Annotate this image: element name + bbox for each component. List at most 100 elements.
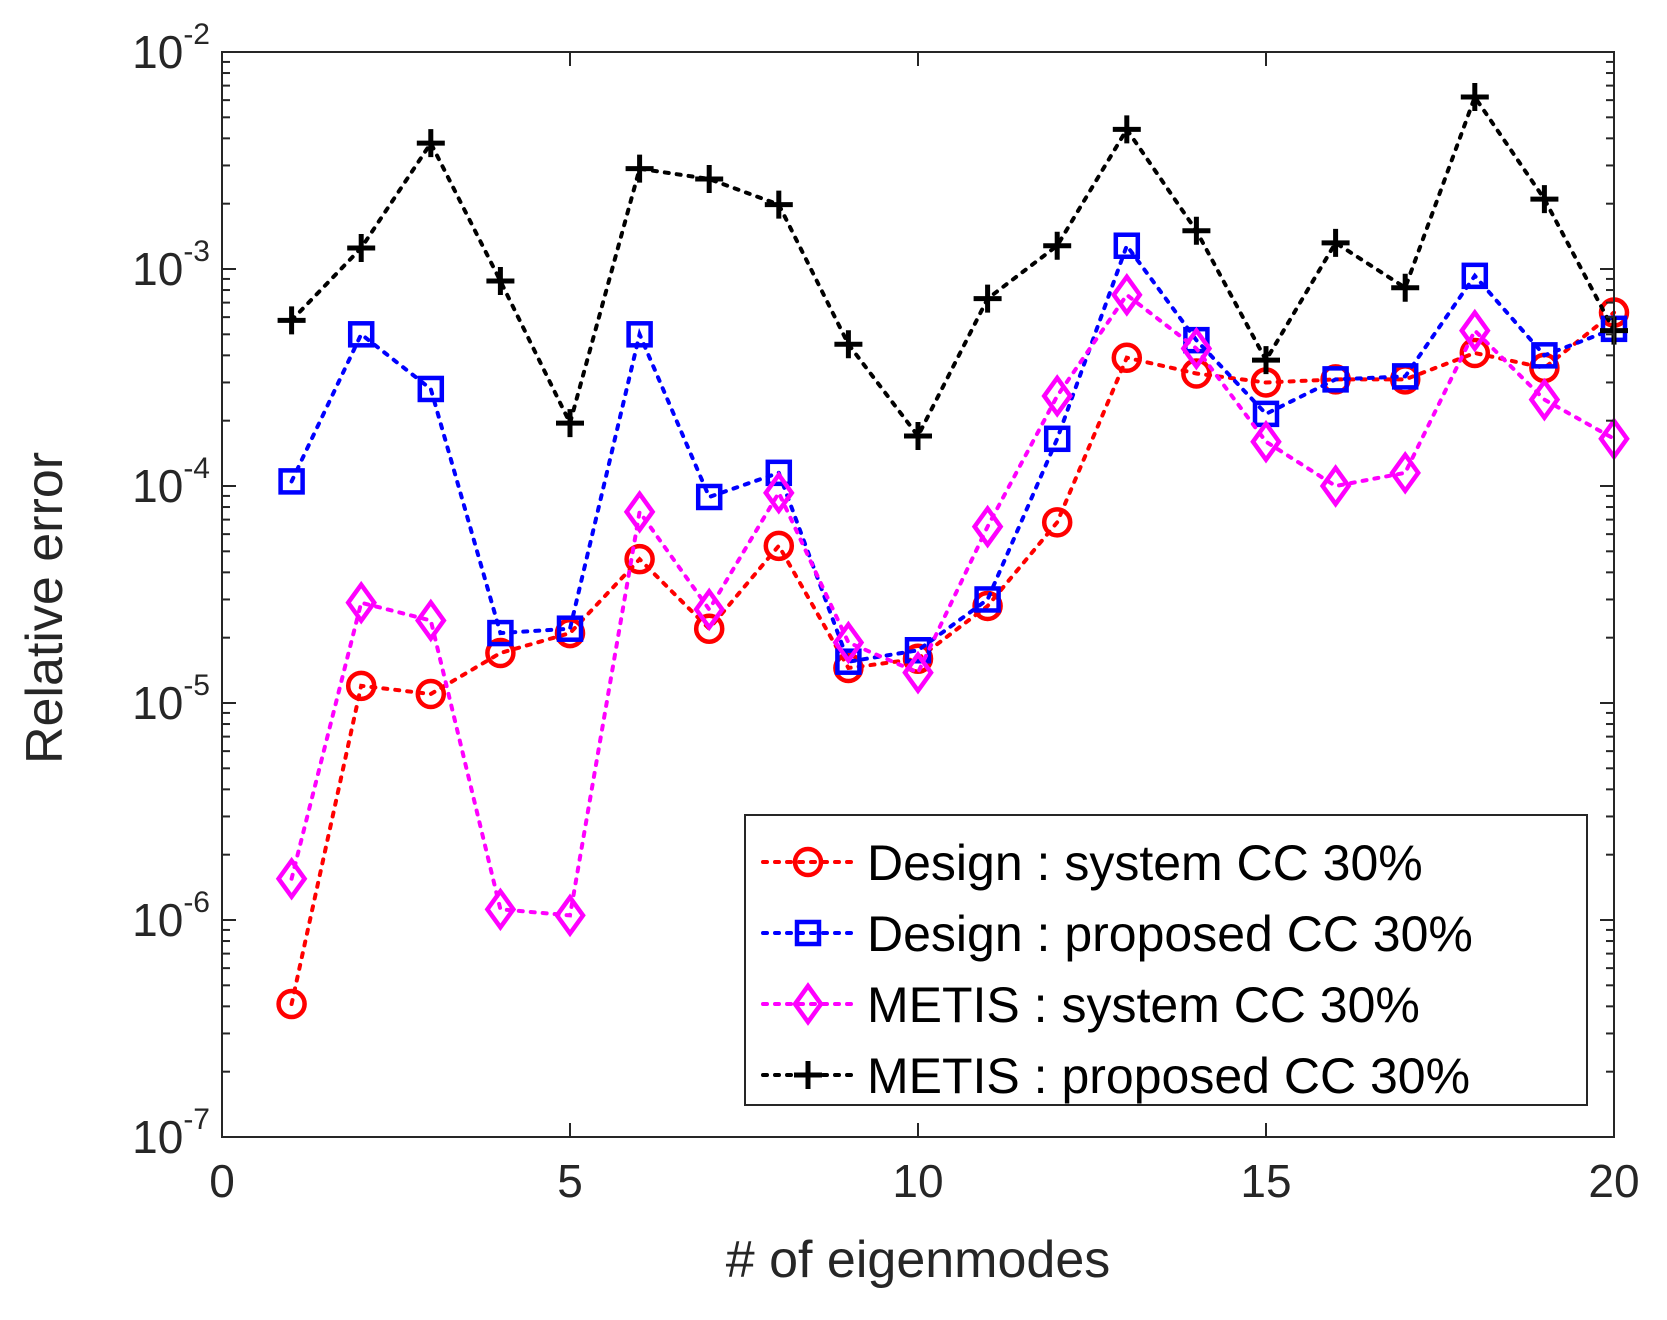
data-point	[1041, 507, 1073, 538]
x-axis-label: # of eigenmodes	[726, 1231, 1111, 1289]
legend-label: Design : proposed CC 30%	[867, 906, 1473, 962]
data-point	[1180, 326, 1213, 371]
y-tick-label: 10-7	[132, 1103, 210, 1163]
data-point	[904, 421, 932, 450]
data-point	[1111, 273, 1143, 317]
series-4	[277, 83, 1628, 450]
data-point	[1530, 185, 1559, 214]
data-point	[693, 613, 725, 644]
data-point	[625, 154, 654, 183]
data-point	[1321, 228, 1350, 257]
data-point	[1250, 419, 1282, 464]
data-point	[763, 530, 795, 562]
data-point	[345, 670, 377, 702]
series-line	[289, 92, 1616, 440]
data-point	[624, 543, 655, 575]
data-point	[1389, 450, 1421, 495]
data-point	[1182, 216, 1211, 245]
series-2	[278, 232, 1628, 675]
data-point	[835, 648, 862, 675]
data-point	[275, 856, 308, 901]
data-point	[1043, 231, 1072, 260]
data-point	[416, 129, 445, 158]
data-point	[1113, 232, 1141, 259]
data-point	[485, 637, 516, 669]
data-point	[1041, 374, 1073, 418]
data-point	[1043, 425, 1071, 453]
legend-marker	[792, 982, 824, 1026]
data-point	[834, 330, 863, 359]
y-tick-label: 10-3	[132, 235, 210, 295]
data-point	[278, 468, 305, 495]
legend-label: METIS : system CC 30%	[867, 977, 1420, 1033]
y-tick-label: 10-5	[132, 669, 210, 729]
legend: Design : system CC 30% Design : proposed …	[744, 814, 1588, 1106]
x-tick-label: 5	[557, 1155, 583, 1207]
data-point	[347, 321, 375, 348]
x-tick-label: 0	[209, 1155, 235, 1207]
legend-entry: METIS : proposed CC 30%	[761, 1048, 1470, 1104]
data-point	[695, 483, 723, 511]
data-point	[1391, 363, 1419, 390]
legend-entry: METIS : system CC 30%	[761, 977, 1420, 1033]
legend-marker	[792, 846, 824, 878]
data-point	[1322, 366, 1349, 393]
legend-marker	[794, 919, 822, 947]
data-point	[417, 375, 445, 403]
data-point	[974, 586, 1001, 613]
data-point	[971, 504, 1004, 549]
data-point	[1459, 337, 1491, 369]
data-point	[276, 988, 307, 1020]
legend-entry: Design : system CC 30%	[761, 835, 1423, 891]
data-point	[1528, 377, 1561, 422]
series-layer	[275, 83, 1630, 1020]
data-point	[693, 587, 725, 632]
x-tick-label: 15	[1240, 1155, 1291, 1207]
data-point	[623, 490, 656, 534]
legend-entry: Design : proposed CC 30%	[761, 906, 1473, 962]
data-point	[1181, 358, 1212, 389]
data-point	[1459, 308, 1491, 353]
data-point	[556, 615, 584, 642]
data-point	[277, 306, 306, 335]
data-point	[902, 650, 934, 695]
data-point	[765, 459, 793, 487]
x-tick-label: 20	[1588, 1155, 1639, 1207]
data-point	[764, 190, 793, 219]
data-point	[1531, 342, 1558, 369]
data-point	[1391, 273, 1420, 302]
x-tick-label: 10	[892, 1155, 943, 1207]
ticks-layer: 0 5 10 15 20 10-7 10-6 10-5 10-4 10-3 10-2	[132, 18, 1639, 1207]
legend-label: METIS : proposed CC 30%	[867, 1048, 1470, 1104]
data-point	[1460, 83, 1489, 112]
data-point	[554, 893, 586, 938]
data-point	[484, 887, 517, 932]
y-tick-label: 10-6	[132, 886, 210, 946]
data-point	[486, 267, 515, 296]
data-point	[626, 321, 653, 348]
data-point	[695, 164, 724, 193]
data-point	[1111, 342, 1143, 373]
data-point	[1319, 464, 1352, 508]
data-point	[832, 620, 865, 665]
legend-label: Design : system CC 30%	[867, 835, 1423, 891]
data-point	[763, 470, 795, 515]
y-tick-label: 10-4	[132, 452, 210, 512]
y-axis-label: Relative error	[16, 452, 74, 764]
data-point	[1461, 262, 1489, 290]
legend-marker	[794, 1061, 822, 1089]
y-tick-label: 10-2	[132, 18, 210, 78]
data-point	[1112, 115, 1141, 144]
data-point	[345, 580, 377, 625]
data-point	[415, 678, 447, 710]
legend-box	[744, 814, 1588, 1106]
data-point	[347, 233, 376, 262]
data-point	[415, 598, 447, 643]
series-3	[275, 273, 1630, 938]
data-point	[973, 284, 1002, 313]
data-point	[1252, 346, 1280, 375]
data-point	[487, 619, 514, 647]
data-point	[556, 409, 584, 438]
